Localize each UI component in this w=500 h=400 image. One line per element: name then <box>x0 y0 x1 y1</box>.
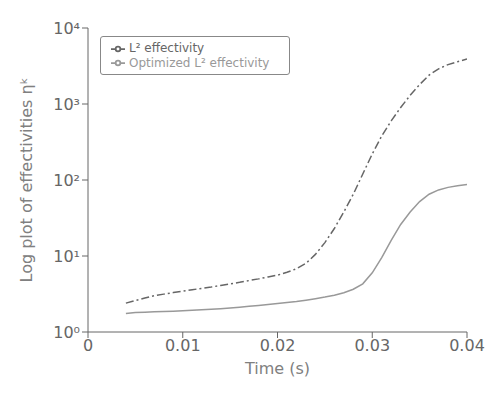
svg-text:Time (s): Time (s) <box>244 359 310 378</box>
svg-text:10¹: 10¹ <box>53 247 80 266</box>
svg-text:10⁰: 10⁰ <box>53 323 80 342</box>
svg-text:0.03: 0.03 <box>354 336 390 355</box>
html-text:L² effectivity: L² effectivity <box>129 41 205 55</box>
svg-text:10³: 10³ <box>53 95 80 114</box>
svg-text:10⁴: 10⁴ <box>53 19 80 38</box>
svg-text:0.01: 0.01 <box>165 336 201 355</box>
svg-text:Log plot of effectivities ηᵏ: Log plot of effectivities ηᵏ <box>17 78 36 283</box>
svg-text:0.04: 0.04 <box>449 336 485 355</box>
html-text:Optimized L² effectivity: Optimized L² effectivity <box>129 55 270 70</box>
svg-text:0.02: 0.02 <box>260 336 296 355</box>
svg-text:10²: 10² <box>53 171 80 190</box>
svg-text:0: 0 <box>83 336 93 355</box>
